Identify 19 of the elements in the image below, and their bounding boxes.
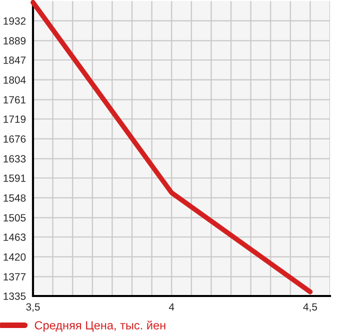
y-tick-label: 1633: [4, 155, 26, 163]
x-tick-label: 3,5: [26, 303, 40, 312]
x-tick-label: 4: [168, 303, 174, 310]
y-tick-label: 1377: [4, 273, 26, 281]
y-tick-label: 1463: [4, 234, 26, 241]
y-tick-label: 1505: [4, 214, 26, 222]
y-tick-label: 1932: [4, 17, 26, 25]
y-tick-label: 1548: [4, 194, 26, 202]
y-tick-label: 1804: [4, 76, 26, 84]
y-tick-label: 1591: [4, 174, 26, 182]
y-tick-label: 1420: [4, 253, 26, 261]
y-tick-label: 1847: [4, 56, 26, 64]
y-tick-label: 1335: [4, 292, 26, 300]
legend-label: Средняя Цена, тыс. йен: [34, 320, 166, 332]
y-tick-label: 1676: [4, 135, 26, 143]
y-tick-label: 1719: [4, 116, 26, 123]
x-tick-label: 4,5: [303, 303, 318, 312]
y-tick-label: 1761: [4, 96, 26, 104]
y-tick-label: 1889: [4, 37, 26, 45]
